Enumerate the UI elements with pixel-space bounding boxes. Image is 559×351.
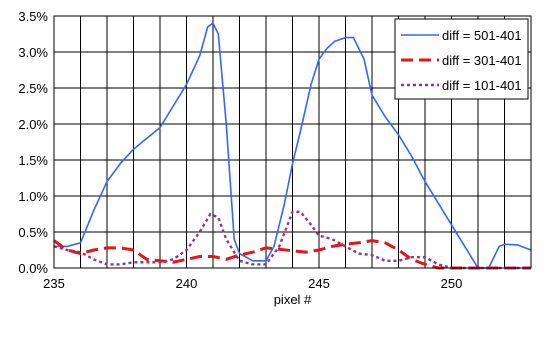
- y-tick-label: 1.0%: [18, 189, 48, 204]
- legend-box: [394, 18, 529, 100]
- y-tick-label: 2.0%: [18, 117, 48, 132]
- y-tick-label: 0.5%: [18, 225, 48, 240]
- y-axis-tick-labels: 0.0% 0.5% 1.0% 1.5% 2.0% 2.5% 3.0% 3.5%: [18, 9, 48, 276]
- grid-lines: [53, 15, 532, 269]
- legend: diff = 501-401 diff = 301-401 diff = 101-4…: [394, 18, 529, 100]
- x-axis-tick-labels: 235 240 245 250: [43, 276, 462, 291]
- x-axis-label: pixel #: [274, 292, 312, 307]
- series-line-3: [53, 210, 531, 270]
- series-line-1: [53, 22, 532, 269]
- x-tick-label: 240: [176, 276, 198, 291]
- legend-label: diff = 301-401: [442, 53, 522, 68]
- y-tick-label: 1.5%: [18, 153, 48, 168]
- legend-label: diff = 101-401: [442, 78, 522, 93]
- y-tick-label: 0.0%: [18, 261, 48, 276]
- y-tick-label: 3.0%: [18, 45, 48, 60]
- x-tick-label: 235: [43, 276, 65, 291]
- y-tick-label: 2.5%: [18, 81, 48, 96]
- legend-label: diff = 501-401: [442, 28, 522, 43]
- plot-frame: [53, 15, 532, 269]
- y-tick-label: 3.5%: [18, 9, 48, 24]
- x-tick-label: 245: [308, 276, 330, 291]
- x-tick-label: 250: [441, 276, 463, 291]
